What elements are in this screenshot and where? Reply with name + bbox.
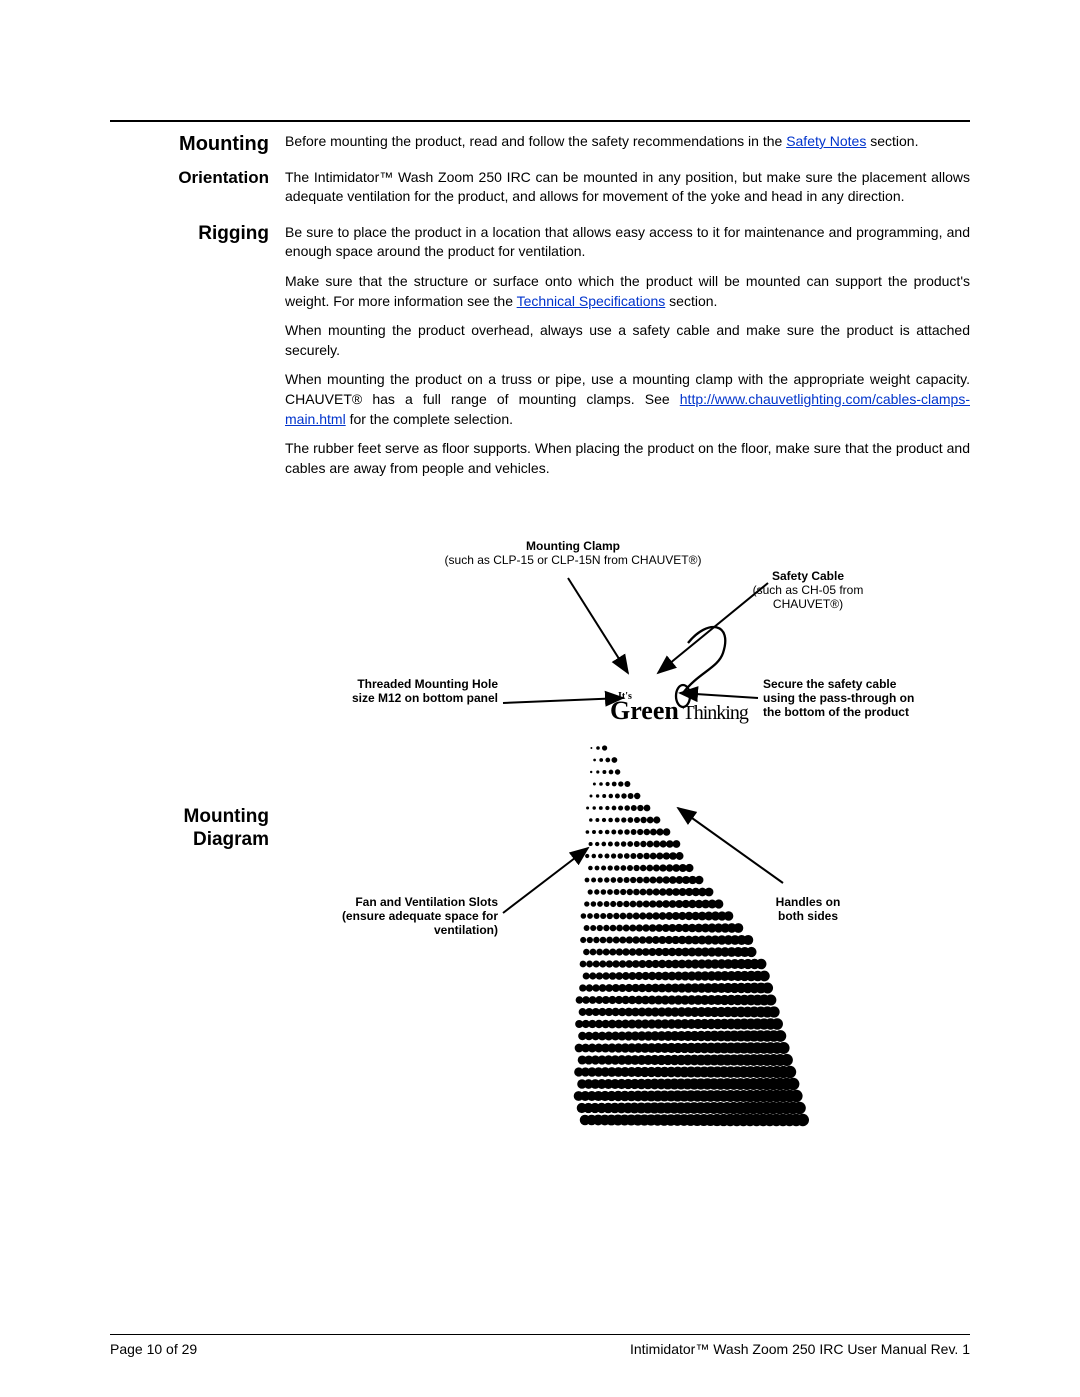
label-col: Orientation	[110, 168, 285, 188]
footer-page: Page 10 of 29	[110, 1341, 197, 1357]
mounting-text-pre: Before mounting the product, read and fo…	[285, 133, 786, 149]
orientation-text: The Intimidator™ Wash Zoom 250 IRC can b…	[285, 168, 970, 207]
svg-text:Safety Cable(such as CH-05 fro: Safety Cable(such as CH-05 fromCHAUVET®)	[752, 569, 863, 611]
section-orientation: Orientation The Intimidator™ Wash Zoom 2…	[110, 168, 970, 217]
label-col: Mounting	[110, 132, 285, 156]
section-rigging: Rigging Be sure to place the product in …	[110, 223, 970, 489]
rigging-p4-post: for the complete selection.	[346, 411, 513, 427]
tech-specs-link[interactable]: Technical Specifications	[517, 293, 666, 309]
heading-mounting: Mounting	[179, 133, 269, 155]
section-mounting: Mounting Before mounting the product, re…	[110, 132, 970, 162]
body-rigging: Be sure to place the product in a locati…	[285, 223, 970, 489]
label-col: Rigging	[110, 223, 285, 246]
top-rule	[110, 120, 970, 122]
rigging-p5: The rubber feet serve as floor supports.…	[285, 439, 970, 478]
svg-text:Threaded Mounting Holesize M12: Threaded Mounting Holesize M12 on bottom…	[351, 677, 497, 705]
safety-notes-link[interactable]: Safety Notes	[786, 133, 866, 149]
heading-rigging: Rigging	[198, 223, 269, 244]
svg-text:Mounting Clamp(such as CLP-15: Mounting Clamp(such as CLP-15 or CLP-15N…	[444, 539, 701, 567]
rigging-p1: Be sure to place the product in a locati…	[285, 223, 970, 262]
page-footer: Page 10 of 29 Intimidator™ Wash Zoom 250…	[110, 1334, 970, 1357]
page: Mounting Before mounting the product, re…	[0, 0, 1080, 1397]
diagram-label-col: Mounting Diagram	[110, 805, 285, 853]
footer-title: Intimidator™ Wash Zoom 250 IRC User Manu…	[630, 1341, 970, 1357]
rigging-p2-post: section.	[665, 293, 717, 309]
rigging-p3: When mounting the product overhead, alwa…	[285, 321, 970, 360]
svg-text:Handles onboth sides: Handles onboth sides	[775, 895, 840, 923]
diagram-heading-l1: Mounting	[110, 805, 269, 829]
body-mounting: Before mounting the product, read and fo…	[285, 132, 970, 162]
diagram-heading-l2: Diagram	[110, 828, 269, 852]
mounting-diagram-section: Mounting Diagram It'sGreen ThinkingMount…	[110, 518, 970, 1138]
heading-orientation: Orientation	[178, 168, 269, 187]
diagram-col: It'sGreen ThinkingMounting Clamp(such as…	[285, 518, 970, 1138]
svg-text:Fan and Ventilation Slots(ensu: Fan and Ventilation Slots(ensure adequat…	[341, 895, 497, 937]
svg-text:Secure the safety cableusing t: Secure the safety cableusing the pass-th…	[763, 677, 914, 719]
mounting-text-post: section.	[866, 133, 918, 149]
body-orientation: The Intimidator™ Wash Zoom 250 IRC can b…	[285, 168, 970, 217]
mounting-diagram: It'sGreen ThinkingMounting Clamp(such as…	[328, 518, 928, 1138]
